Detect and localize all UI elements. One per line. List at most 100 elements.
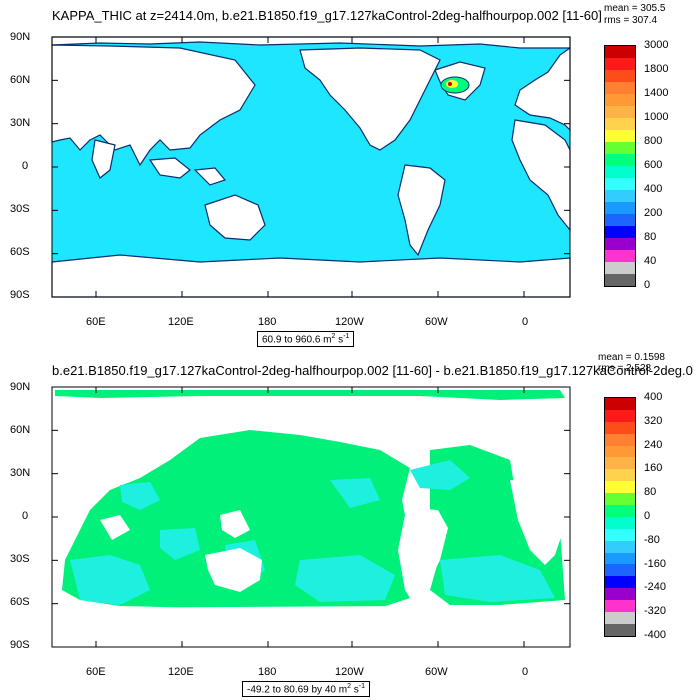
- colorbar-swatch: [605, 118, 635, 130]
- top-lon-label: 60W: [425, 316, 448, 328]
- colorbar-label: 0: [644, 510, 651, 522]
- colorbar-label: 80: [644, 486, 657, 499]
- colorbar-label: 600: [644, 159, 663, 171]
- top-lat-label: 30S: [10, 203, 30, 215]
- top-map-title: KAPPA_THIC at z=2414.0m, b.e21.B1850.f19…: [52, 8, 602, 23]
- colorbar-swatch: [605, 274, 635, 286]
- colorbar-label: -240: [644, 581, 667, 594]
- colorbar-swatch: [605, 142, 635, 154]
- colorbar-swatch: [605, 106, 635, 118]
- bottom-lon-label: 60E: [86, 666, 106, 678]
- colorbar-swatch: [605, 226, 635, 238]
- colorbar-label: 400: [644, 183, 663, 195]
- bottom-lat-label: 30N: [10, 467, 31, 479]
- colorbar-label: 800: [644, 135, 663, 147]
- colorbar-swatch: [605, 576, 635, 589]
- bottom-axis-ticks: [52, 386, 570, 648]
- colorbar-swatch: [605, 398, 635, 410]
- colorbar-swatch: [605, 70, 635, 82]
- top-map-plot: [51, 36, 571, 298]
- top-lon-label: 0: [522, 316, 529, 328]
- top-lat-label: 60S: [10, 246, 30, 258]
- bottom-land-masses: [52, 480, 570, 647]
- colorbar-swatch: [605, 178, 635, 190]
- colorbar-swatch: [605, 469, 635, 482]
- top-lon-label: 180: [258, 316, 277, 328]
- colorbar-swatch: [605, 600, 635, 613]
- top-greenland-hotspot: [440, 76, 470, 94]
- colorbar-label: -160: [644, 557, 667, 570]
- colorbar-swatch: [605, 262, 635, 274]
- top-range-box: 60.9 to 960.6 m2 s-1: [257, 331, 355, 348]
- colorbar-label: 160: [644, 462, 663, 475]
- bottom-lat-label: 90N: [10, 381, 31, 393]
- colorbar-swatch: [605, 154, 635, 166]
- top-lat-label: 0: [22, 160, 29, 172]
- colorbar-swatch: [605, 588, 635, 601]
- colorbar-swatch: [605, 528, 635, 541]
- colorbar-swatch: [605, 202, 635, 214]
- colorbar-swatch: [605, 130, 635, 142]
- colorbar-swatch: [605, 493, 635, 506]
- colorbar-swatch: [605, 612, 635, 624]
- colorbar-swatch: [605, 433, 635, 446]
- colorbar-swatch: [605, 166, 635, 178]
- bottom-lat-label: 90S: [10, 639, 30, 651]
- bottom-lat-label: 0: [22, 510, 29, 522]
- colorbar-swatch: [605, 94, 635, 106]
- bottom-range-box: -49.2 to 80.69 by 40 m2 s-1: [242, 681, 370, 698]
- colorbar-swatch: [605, 421, 635, 434]
- bottom-lat-label: 60N: [10, 424, 31, 436]
- colorbar-swatch: [605, 445, 635, 458]
- colorbar-label: 1800: [644, 63, 669, 75]
- colorbar-swatch: [605, 540, 635, 553]
- colorbar-label: 1400: [644, 87, 669, 99]
- colorbar-swatch: [605, 505, 635, 517]
- colorbar-swatch: [605, 214, 635, 226]
- bottom-lat-label: 30S: [10, 553, 30, 565]
- bottom-map-panel: b.e21.B1850.f19_g17.127kaControl-2deg-ha…: [0, 350, 700, 700]
- bottom-lat-label: 60S: [10, 596, 30, 608]
- colorbar-label: 240: [644, 438, 663, 451]
- bottom-rms-stat: rms = 2.528: [598, 363, 652, 374]
- bottom-mean-stat: mean = 0.1598: [598, 352, 665, 363]
- colorbar-label: 0: [644, 279, 651, 291]
- colorbar-swatch: [605, 409, 635, 422]
- colorbar-swatch: [605, 58, 635, 70]
- bottom-lon-label: 180: [258, 666, 277, 678]
- colorbar-label: 3000: [644, 39, 669, 51]
- colorbar-label: 400: [644, 391, 663, 403]
- colorbar-swatch: [605, 238, 635, 250]
- top-axis-ticks: [52, 36, 570, 298]
- top-lat-label: 60N: [10, 74, 31, 86]
- colorbar-label: -320: [644, 605, 667, 618]
- top-lon-label: 60E: [86, 316, 106, 328]
- top-rms-stat: rms = 307.4: [604, 15, 658, 26]
- colorbar-label: 200: [644, 207, 663, 219]
- bottom-lon-label: 60W: [425, 666, 448, 678]
- top-lat-label: 90N: [10, 31, 31, 43]
- colorbar-label: 40: [644, 255, 657, 267]
- colorbar-swatch: [605, 46, 635, 58]
- top-lat-label: 90S: [10, 289, 30, 301]
- colorbar-label: -400: [644, 629, 667, 641]
- colorbar-swatch: [605, 552, 635, 565]
- colorbar-label: 80: [644, 231, 657, 243]
- top-lon-label: 120E: [168, 316, 194, 328]
- bottom-lon-label: 120E: [168, 666, 194, 678]
- top-lat-label: 30N: [10, 117, 31, 129]
- top-map-panel: KAPPA_THIC at z=2414.0m, b.e21.B1850.f19…: [10, 3, 669, 348]
- colorbar-swatch: [605, 481, 635, 494]
- bottom-map-plot: [51, 386, 571, 648]
- bottom-colorbar: [604, 397, 636, 637]
- colorbar-label: 1000: [644, 111, 669, 123]
- bottom-lon-label: 0: [522, 666, 529, 678]
- colorbar-label: 320: [644, 414, 663, 427]
- top-colorbar: [604, 45, 636, 287]
- colorbar-swatch: [605, 190, 635, 202]
- colorbar-swatch: [605, 82, 635, 94]
- colorbar-swatch: [605, 564, 635, 577]
- colorbar-swatch: [605, 623, 635, 636]
- bottom-lon-label: 120W: [335, 666, 364, 678]
- bottom-map-title: b.e21.B1850.f19_g17.127kaControl-2deg-ha…: [52, 363, 693, 378]
